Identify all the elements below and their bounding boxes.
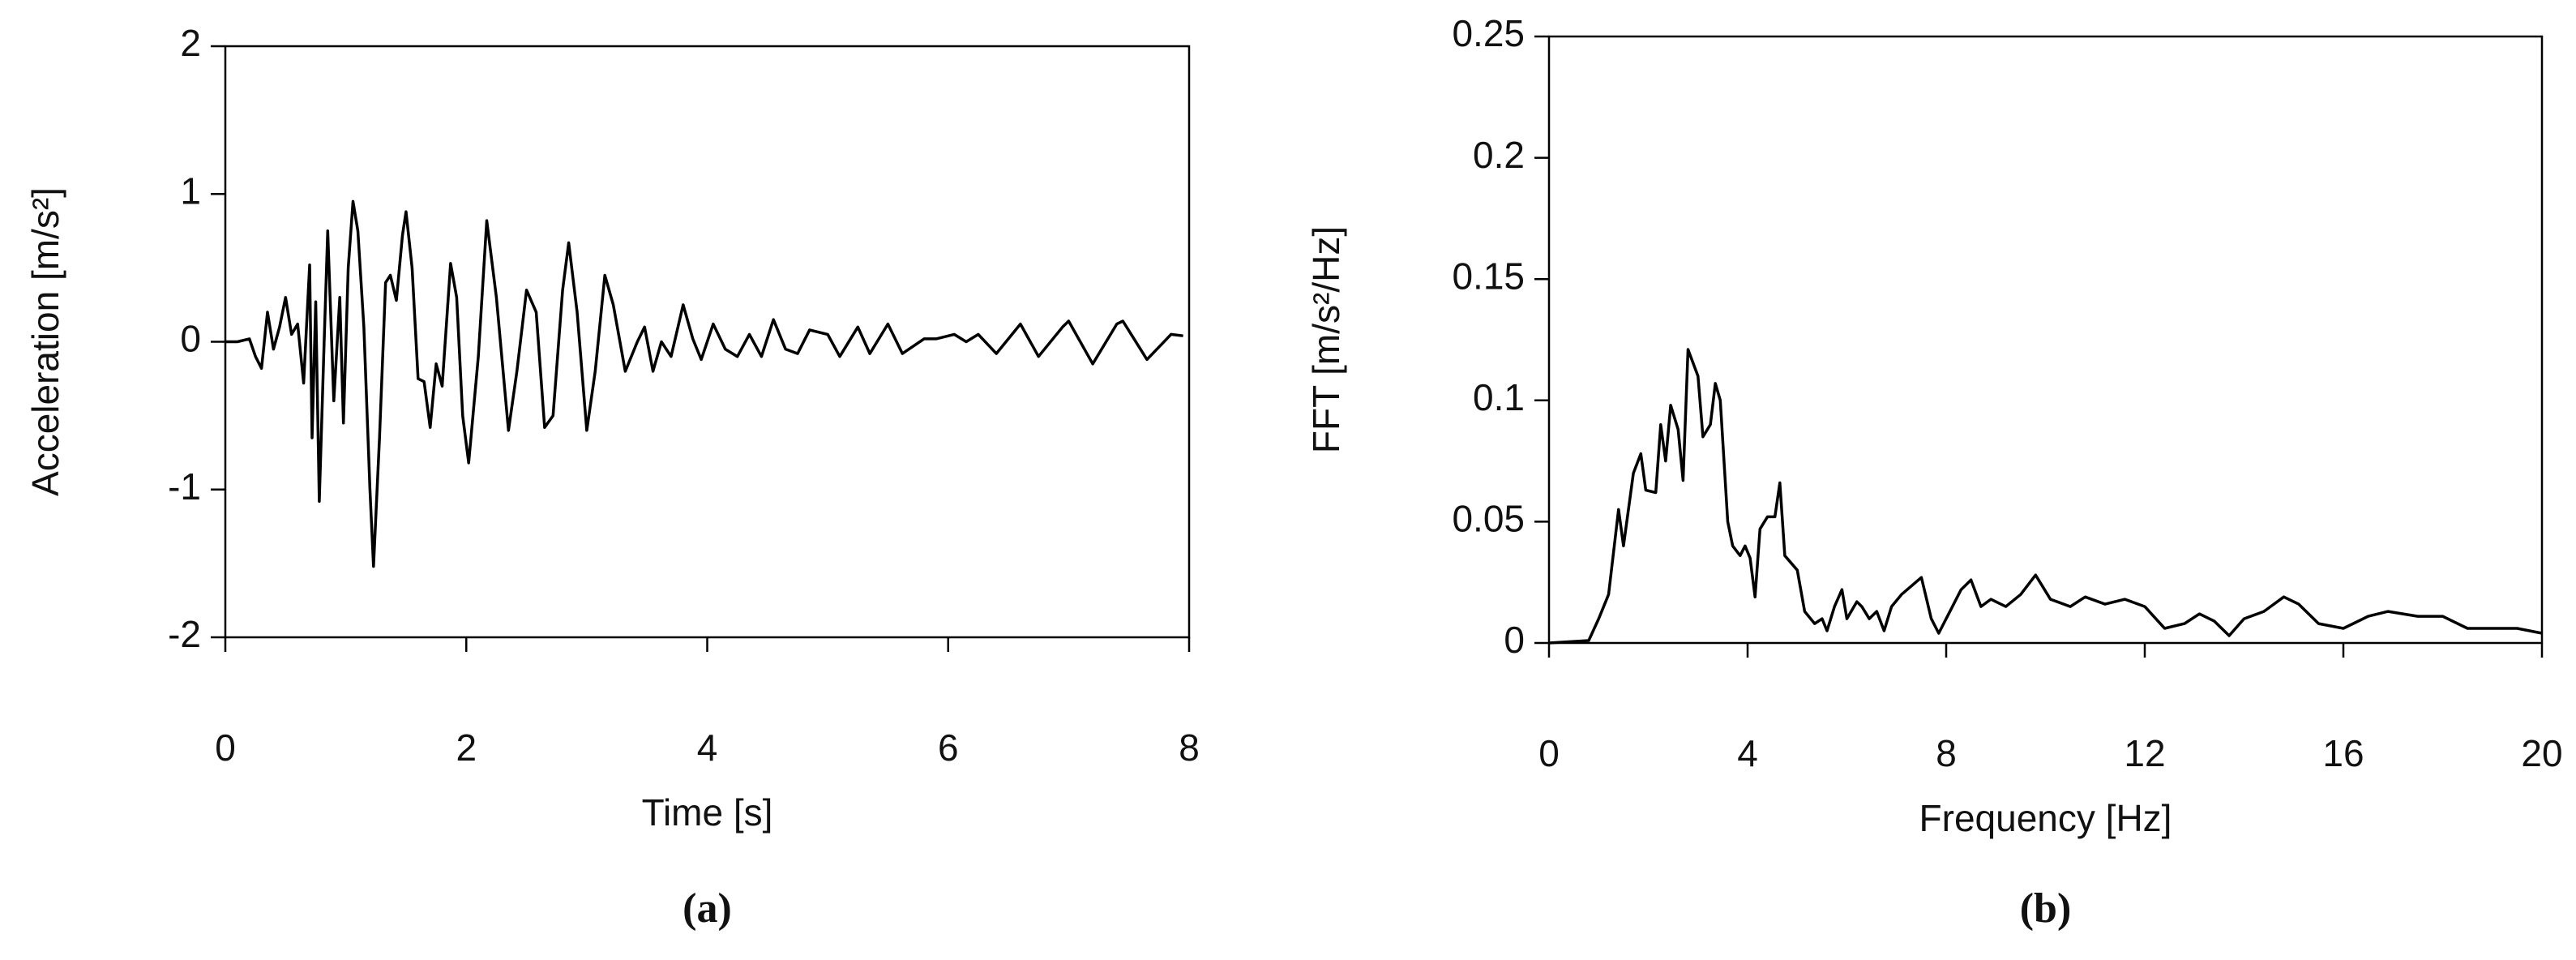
data-line [225,199,1183,568]
x-tick-label: 0 [215,726,236,769]
data-line [1548,348,2543,645]
plot-frame [1547,35,2544,645]
x-axis-label: Frequency [Hz] [1919,797,2172,839]
y-tick-label: 0 [180,318,201,360]
y-tick-label: 0 [1504,619,1525,661]
y-tick-label: 0.15 [1452,255,1525,297]
x-tick-label: 0 [1538,732,1560,774]
x-tick-label: 2 [456,726,477,769]
x-tick-label: 8 [1179,726,1200,769]
y-tick-label: 0.25 [1452,12,1525,54]
y-axis-label: Acceleration [m/s²] [24,187,66,496]
caption: (a) [683,885,732,932]
y-tick-label: 0.1 [1473,376,1525,418]
x-tick-label: 6 [938,726,959,769]
x-tick-label: 4 [1737,732,1758,774]
x-tick-label: 4 [697,726,718,769]
y-tick-label: 0.2 [1473,134,1525,176]
y-tick-label: 0.05 [1452,498,1525,540]
y-axis-label: FFT [m/s²/Hz] [1305,226,1347,453]
caption: (b) [2020,885,2072,932]
x-tick-label: 16 [2322,732,2364,774]
y-tick-label: 2 [180,22,201,64]
x-tick-label: 20 [2521,732,2562,774]
y-tick-label: 1 [180,169,201,212]
y-tick-label: -1 [168,465,201,508]
x-tick-label: 12 [2124,732,2165,774]
y-tick-label: -2 [168,613,201,655]
x-tick-label: 8 [1936,732,1957,774]
x-axis-label: Time [s] [642,791,773,834]
